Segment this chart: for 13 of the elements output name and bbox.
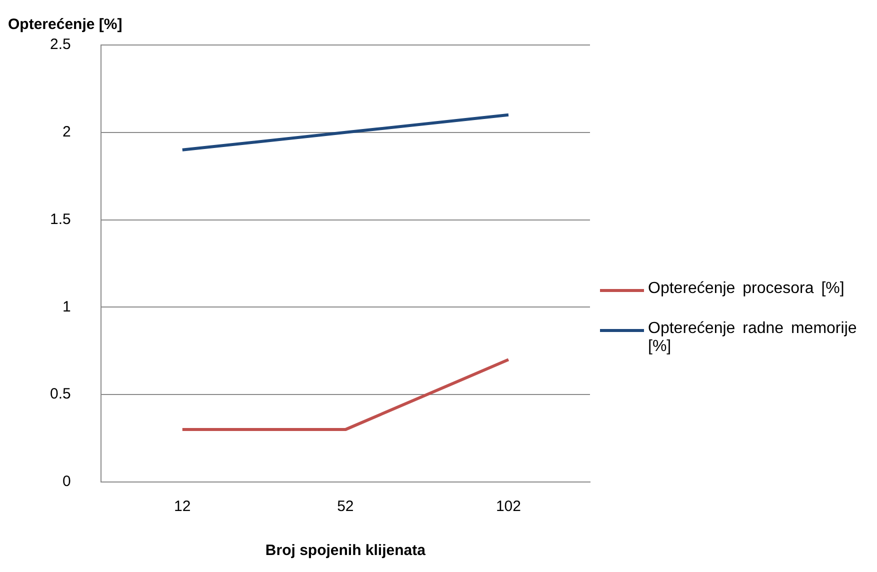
x-tick-label: 12 bbox=[174, 498, 191, 516]
x-tick-label: 52 bbox=[337, 498, 354, 516]
legend-label: Opterećenje procesora [%] bbox=[648, 280, 846, 298]
y-tick-label: 1 bbox=[62, 298, 71, 316]
x-tick-label: 102 bbox=[496, 498, 521, 516]
legend-label: Opterećenje radne memorije [%] bbox=[648, 320, 858, 356]
y-tick-label: 2.5 bbox=[50, 36, 71, 54]
y-tick-label: 2 bbox=[62, 124, 71, 141]
y-tick-label: 1.5 bbox=[50, 210, 71, 228]
y-tick-label: 0.5 bbox=[50, 386, 71, 403]
x-axis-title: Broj spojenih klijenata bbox=[265, 542, 426, 560]
y-axis-title: Opterećenje [%] bbox=[8, 16, 122, 33]
y-tick-label: 0 bbox=[62, 473, 71, 490]
